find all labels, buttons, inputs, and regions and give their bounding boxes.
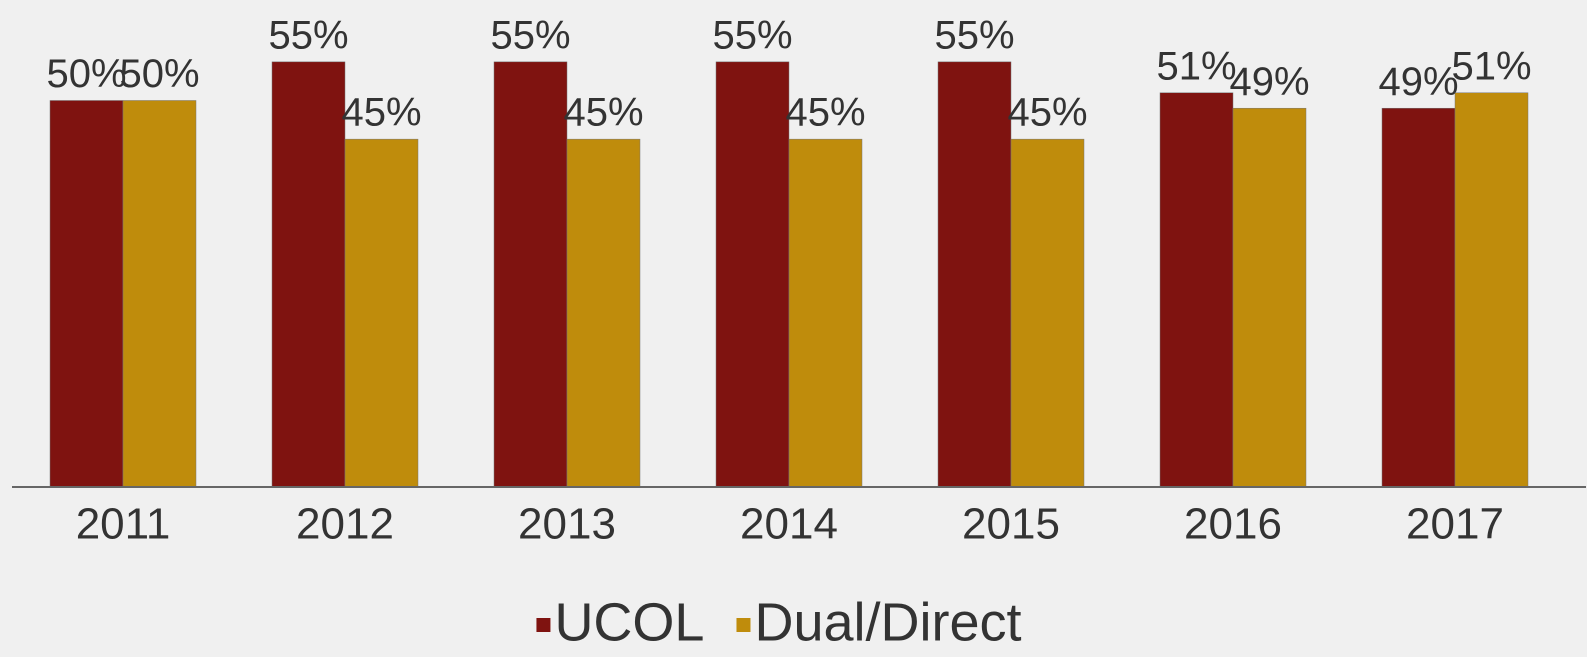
data-label: 50% — [119, 52, 199, 96]
data-label: 51% — [1451, 44, 1531, 88]
x-tick-label: 2017 — [1406, 500, 1504, 549]
x-tick-label: 2011 — [76, 500, 171, 549]
bar — [1159, 92, 1234, 488]
data-label: 49% — [1378, 60, 1458, 104]
data-label: 55% — [268, 13, 348, 57]
legend-marker — [736, 618, 751, 632]
data-label: 45% — [1007, 91, 1087, 135]
x-tick-label: 2016 — [1184, 500, 1282, 549]
bar — [788, 138, 863, 488]
bar — [344, 138, 419, 488]
bar — [493, 61, 568, 488]
bar — [49, 100, 124, 488]
bar — [1454, 92, 1529, 488]
data-label: 45% — [341, 91, 421, 135]
legend-label: Dual/Direct — [754, 592, 1021, 652]
bar — [1232, 107, 1307, 488]
legend-marker — [536, 618, 551, 632]
bar — [271, 61, 346, 488]
x-tick-label: 2014 — [740, 500, 838, 549]
bar — [937, 61, 1012, 488]
bar — [566, 138, 641, 488]
legend-label: UCOL — [554, 592, 704, 652]
data-label: 45% — [563, 91, 643, 135]
data-label: 45% — [785, 91, 865, 135]
data-label: 55% — [490, 13, 570, 57]
data-label: 55% — [712, 13, 792, 57]
bar — [1010, 138, 1085, 488]
x-tick-label: 2015 — [962, 500, 1060, 549]
data-label: 49% — [1229, 60, 1309, 104]
data-label: 55% — [934, 13, 1014, 57]
data-label: 51% — [1156, 44, 1236, 88]
x-tick-label: 2013 — [518, 500, 616, 549]
x-tick-label: 2012 — [296, 500, 394, 549]
bar — [1381, 107, 1456, 488]
bar — [122, 100, 197, 488]
data-label: 50% — [46, 52, 126, 96]
bar — [715, 61, 790, 488]
